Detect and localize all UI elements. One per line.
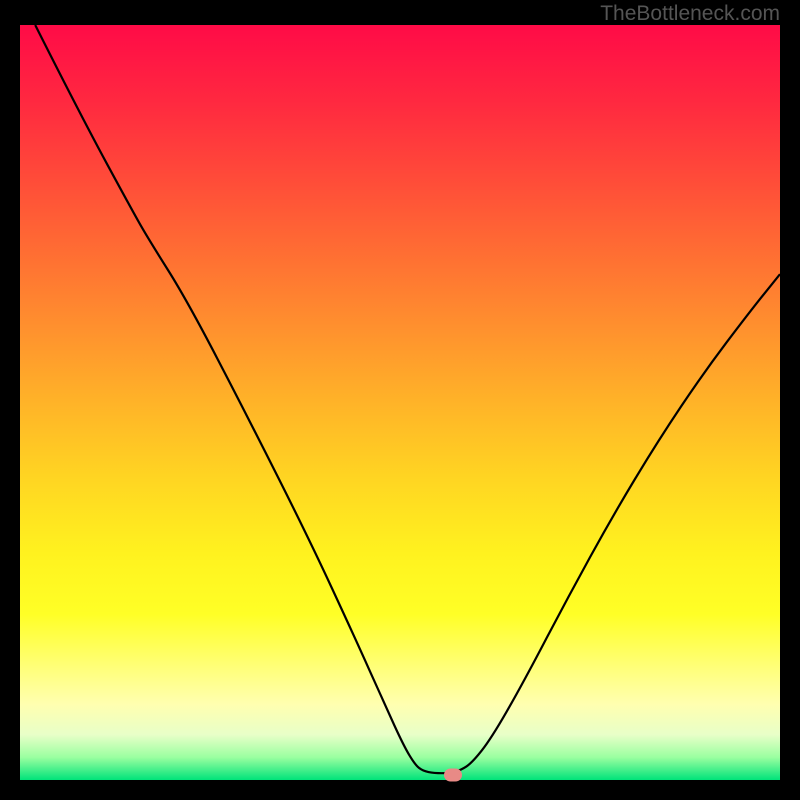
minimum-marker	[444, 769, 462, 782]
bottleneck-curve	[20, 25, 780, 780]
watermark-text: TheBottleneck.com	[600, 2, 780, 26]
plot-area	[20, 25, 780, 780]
